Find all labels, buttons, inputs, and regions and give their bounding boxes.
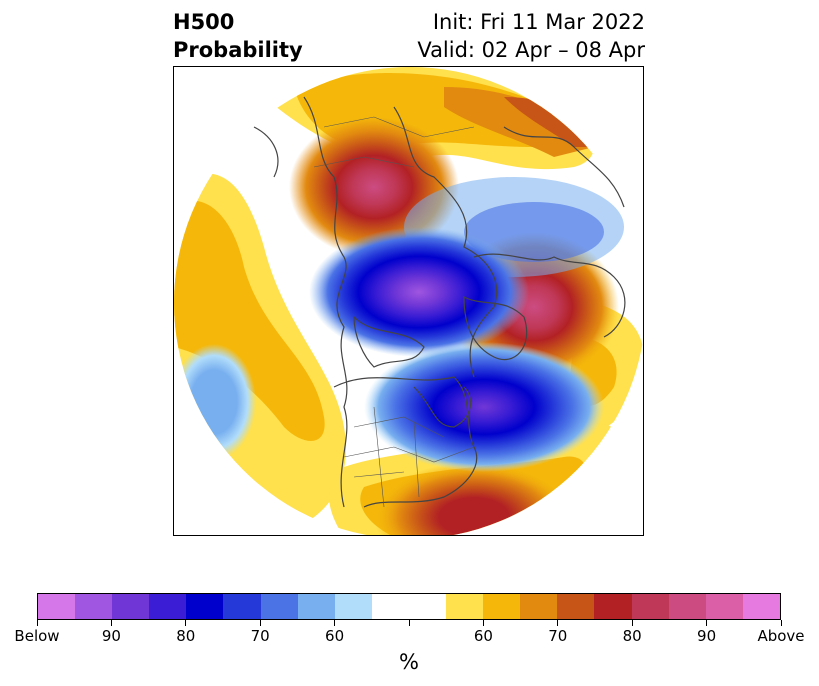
colorbar-tick-label: Above (757, 627, 805, 645)
coastlines (253, 96, 626, 508)
colorbar-cell (446, 594, 484, 619)
colorbar-tick (334, 620, 336, 626)
colorbar-cell (705, 594, 743, 619)
colorbar-cell (149, 594, 187, 619)
colorbar-tick-label: 80 (176, 627, 196, 645)
colorbar-cell (631, 594, 669, 619)
colorbar-tick-label: 60 (473, 627, 493, 645)
colorbar-cell (483, 594, 521, 619)
colorbar-cell (334, 594, 372, 619)
init-date: Init: Fri 11 Mar 2022 (432, 10, 645, 34)
colorbar-tick (259, 620, 261, 626)
title-right: Init: Fri 11 Mar 2022 Valid: 02 Apr – 08… (417, 8, 645, 64)
colorbar-cell (260, 594, 298, 619)
colorbar-tick-label: 80 (622, 627, 642, 645)
colorbar-tick-label: 90 (697, 627, 717, 645)
valid-range: Valid: 02 Apr – 08 Apr (417, 38, 645, 62)
title-variable: H500 (173, 10, 235, 34)
colorbar-cell (557, 594, 595, 619)
colorbar-tick-label: 90 (101, 627, 121, 645)
colorbar-tick-label: 70 (548, 627, 568, 645)
colorbar-cell (742, 594, 780, 619)
colorbar-tick (482, 620, 484, 626)
probability-field (174, 67, 643, 535)
colorbar-cell (520, 594, 558, 619)
colorbar-cell (297, 594, 335, 619)
colorbar-cell (408, 594, 447, 619)
colorbar (37, 593, 781, 620)
colorbar-tick (110, 620, 112, 626)
colorbar-unit: % (399, 650, 419, 674)
colorbar-tick-label: 70 (250, 627, 270, 645)
colorbar-cell (594, 594, 632, 619)
colorbar-tick-label: Below (14, 627, 60, 645)
title-left: H500 Probability (173, 8, 303, 64)
colorbar-cell (75, 594, 113, 619)
colorbar-cell (186, 594, 224, 619)
colorbar-tick-label: 60 (325, 627, 345, 645)
colorbar-tick (185, 620, 187, 626)
colorbar-cell (371, 594, 409, 619)
colorbar-cell (38, 594, 76, 619)
colorbar-cell (668, 594, 706, 619)
borders (313, 116, 475, 508)
colorbar-tick (36, 620, 38, 626)
colorbar-tick (631, 620, 633, 626)
colorbar-tick (780, 620, 782, 626)
title-product: Probability (173, 38, 303, 62)
colorbar-tick (557, 620, 559, 626)
colorbar-cell (112, 594, 150, 619)
map-panel (173, 66, 644, 536)
colorbar-tick (408, 620, 410, 626)
colorbar-tick (706, 620, 708, 626)
polar-map (174, 67, 643, 535)
colorbar-cell (223, 594, 261, 619)
